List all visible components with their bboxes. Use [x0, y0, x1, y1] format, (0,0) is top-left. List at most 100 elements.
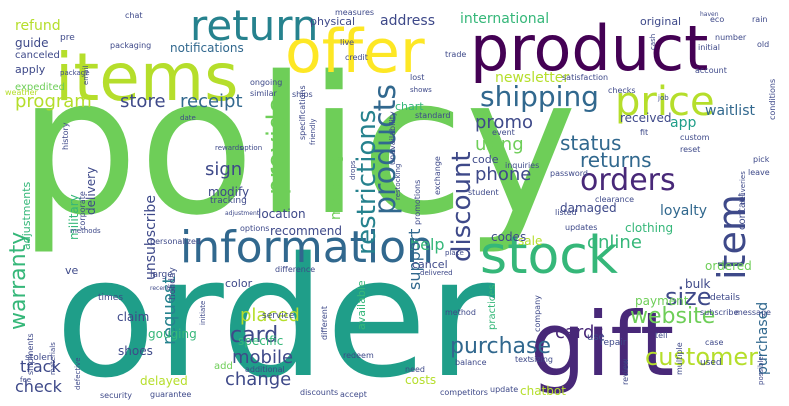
word-request: request: [159, 277, 180, 345]
word-modify: modify: [208, 185, 249, 199]
word-product: product: [470, 12, 708, 85]
word-orders: orders: [580, 163, 676, 198]
word-package: package: [60, 69, 90, 77]
word-specific: specific: [238, 334, 283, 348]
word-checks: checks: [608, 86, 636, 95]
word-practices: practices: [487, 284, 498, 330]
word-add: add: [214, 361, 233, 372]
word-cash: cash: [649, 34, 657, 50]
word-sign: sign: [205, 159, 242, 180]
word-international: international: [460, 11, 549, 27]
word-sale: sale: [518, 234, 542, 248]
word-refund: refund: [15, 18, 61, 34]
word-weather: weather: [5, 88, 38, 97]
word-use: use: [587, 332, 605, 343]
word-initial: initial: [698, 43, 720, 52]
word-holiday: holiday: [168, 267, 178, 300]
word-text: text: [515, 355, 531, 364]
word-listed: listed: [555, 208, 577, 217]
word-chat: chat: [125, 11, 143, 20]
word-live: live: [340, 38, 354, 47]
word-delayed: delayed: [140, 374, 188, 388]
word-adjustments: adjustments: [20, 181, 33, 250]
word-support: support: [405, 229, 424, 290]
word-mobile: mobile: [232, 347, 293, 368]
word-matching: matching: [328, 154, 344, 220]
word-discount: discount: [447, 151, 477, 262]
word-guarantee: guarantee: [150, 390, 191, 399]
word-balance: balance: [455, 358, 487, 367]
word-pre: pre: [60, 33, 75, 43]
word-options: options: [240, 224, 269, 233]
word-card: card: [230, 323, 278, 348]
word-bulk: bulk: [685, 277, 711, 291]
word-physical: physical: [310, 15, 355, 28]
word-loyalty: loyalty: [660, 203, 707, 219]
word-offer: offer: [285, 17, 425, 87]
word-similar: similar: [250, 89, 278, 98]
word-delivery: delivery: [84, 167, 98, 215]
word-rain: rain: [752, 15, 767, 24]
word-fee: fee: [20, 376, 31, 384]
word-satisfaction: satisfaction: [562, 73, 608, 82]
word-email: email: [82, 66, 90, 85]
word-code: code: [472, 153, 499, 166]
word-track: track: [20, 357, 61, 376]
word-discounts: discounts: [300, 388, 338, 397]
word-unsubscribe: unsubscribe: [143, 195, 159, 280]
word-measures: measures: [335, 8, 374, 17]
word-company: company: [533, 295, 542, 332]
word-packaging: packaging: [110, 41, 151, 50]
word-apply: apply: [15, 63, 46, 76]
word-method: method: [445, 308, 476, 317]
word-original: original: [640, 15, 681, 28]
word-item: item: [710, 194, 754, 280]
word-difference: difference: [275, 265, 315, 274]
word-items: items: [55, 39, 239, 116]
word-times: times: [98, 293, 123, 303]
word-return: return: [190, 1, 318, 50]
word-contact: contact: [737, 192, 748, 230]
word-old: old: [757, 40, 769, 49]
word-placed: placed: [240, 305, 300, 326]
word-receipt: receipt: [180, 91, 243, 112]
word-details: details: [710, 293, 740, 303]
word-large: large: [150, 270, 173, 280]
word-deliveries: deliveries: [739, 171, 747, 205]
word-service: service: [262, 311, 295, 321]
word-shoes: shoes: [118, 344, 153, 358]
word-products: products: [368, 84, 403, 215]
word-personalized: personalized: [150, 237, 201, 246]
word-delivered: delivered: [420, 269, 453, 277]
word-standard: standard: [415, 111, 450, 120]
word-store: store: [120, 91, 166, 112]
word-custom: custom: [680, 133, 710, 142]
word-adjustment: adjustment: [225, 210, 260, 217]
word-case: case: [705, 338, 723, 347]
word-conditions: conditions: [768, 79, 777, 120]
word-stock: stock: [480, 226, 618, 286]
word-payment: payment: [635, 294, 689, 308]
word-place: place: [445, 249, 464, 257]
word-chatbot: chatbot: [520, 384, 566, 398]
word-tracking: tracking: [210, 196, 247, 206]
word-need: need: [405, 365, 425, 374]
word-address: address: [380, 13, 435, 29]
word-promotions: promotions: [413, 180, 422, 225]
word-defective: defective: [74, 357, 82, 390]
word-trade: trade: [445, 50, 466, 59]
word-job: job: [657, 94, 669, 102]
word-methods: methods: [70, 227, 101, 235]
word-check: check: [15, 377, 63, 396]
word-restocking: restocking: [394, 164, 402, 200]
word-update: update: [490, 385, 518, 394]
word-corporate: corporate: [78, 191, 87, 230]
word-ongoing: ongoing: [250, 78, 282, 87]
word-promo: promo: [475, 112, 533, 133]
word-shipping: shipping: [480, 80, 599, 113]
word-guide: guide: [15, 36, 49, 50]
word-credit: credit: [345, 53, 368, 62]
word-repair: repair: [600, 338, 627, 348]
